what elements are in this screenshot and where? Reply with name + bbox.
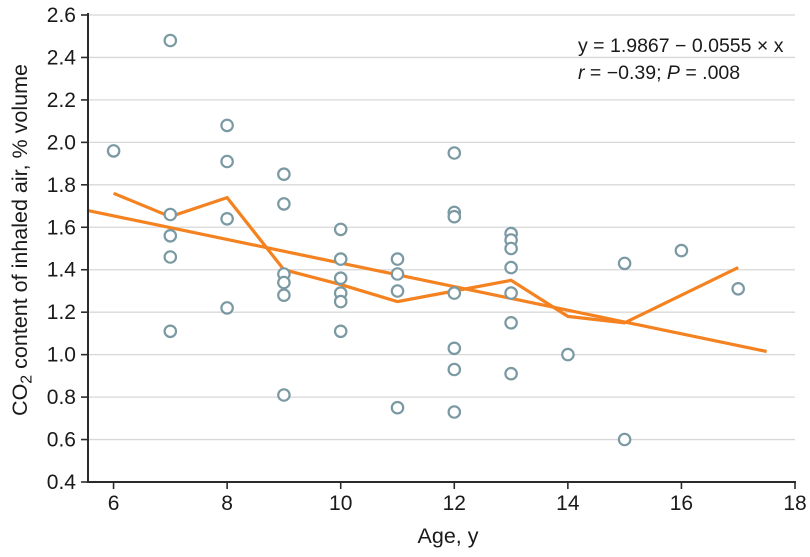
y-tick-label: 1.6	[47, 216, 76, 239]
data-point	[220, 118, 234, 133]
data-point	[390, 267, 405, 281]
data-point	[504, 315, 518, 330]
x-tick-label: 16	[670, 492, 693, 515]
data-point	[561, 347, 575, 362]
y-tick-label: 2.0	[47, 131, 76, 154]
data-point	[163, 324, 178, 339]
y-tick-label: 2.2	[47, 89, 76, 112]
y-tick-label: 2.6	[47, 4, 76, 27]
data-point	[333, 222, 348, 237]
regression-line	[88, 209, 767, 354]
data-point	[447, 146, 462, 160]
y-tick-label: 1.8	[47, 174, 76, 197]
y-tick-label: 0.4	[47, 471, 77, 494]
y-tick-label: 1.4	[47, 259, 77, 282]
data-point	[504, 260, 518, 275]
stats-annotation: r = −0.39; P = .008	[578, 62, 740, 84]
data-point	[390, 400, 405, 415]
x-tick-label: 14	[556, 492, 580, 515]
data-point	[333, 271, 348, 285]
data-point	[447, 341, 462, 356]
data-point	[220, 212, 234, 226]
x-axis-label: Age, y	[418, 524, 479, 548]
data-point	[447, 362, 462, 377]
data-point	[220, 154, 234, 169]
equation-annotation: y = 1.9867 − 0.0555 × x	[578, 35, 784, 57]
data-point	[163, 229, 178, 243]
data-point	[617, 256, 632, 271]
x-tick-label: 10	[329, 492, 352, 515]
data-point	[277, 275, 291, 290]
data-point	[674, 243, 689, 258]
data-point	[504, 241, 518, 256]
y-tick-label: 1.2	[47, 301, 76, 324]
data-point	[390, 284, 405, 298]
data-point	[277, 388, 291, 402]
data-point	[163, 33, 178, 48]
data-point	[106, 144, 121, 158]
data-point	[333, 252, 348, 266]
y-tick-label: 1.0	[47, 344, 76, 367]
y-axis-label: CO2 content of inhaled air, % volume	[8, 64, 36, 416]
data-point	[163, 250, 178, 264]
x-tick-label: 12	[443, 492, 466, 515]
data-point	[447, 286, 462, 300]
data-point	[617, 432, 632, 447]
data-point	[277, 167, 291, 181]
data-point	[333, 324, 348, 339]
data-point	[447, 405, 462, 419]
x-tick-label: 18	[783, 492, 806, 515]
y-tick-label: 2.4	[47, 46, 77, 69]
trend-line	[112, 191, 739, 325]
data-point	[731, 281, 745, 296]
data-point	[333, 294, 348, 309]
data-point	[390, 252, 405, 266]
x-tick-label: 8	[221, 492, 233, 515]
x-tick-label: 6	[108, 492, 120, 515]
data-point	[163, 207, 178, 222]
data-point	[277, 197, 291, 211]
y-tick-label: 0.6	[47, 429, 76, 452]
data-point	[447, 209, 462, 224]
y-tick-label: 0.8	[47, 386, 76, 409]
data-point	[504, 366, 518, 381]
data-point	[277, 288, 291, 302]
data-point	[504, 286, 518, 300]
data-point	[220, 301, 234, 315]
